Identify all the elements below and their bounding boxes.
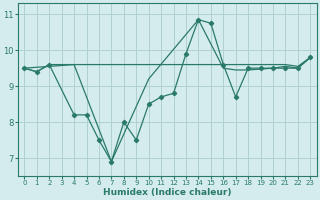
X-axis label: Humidex (Indice chaleur): Humidex (Indice chaleur) <box>103 188 232 197</box>
